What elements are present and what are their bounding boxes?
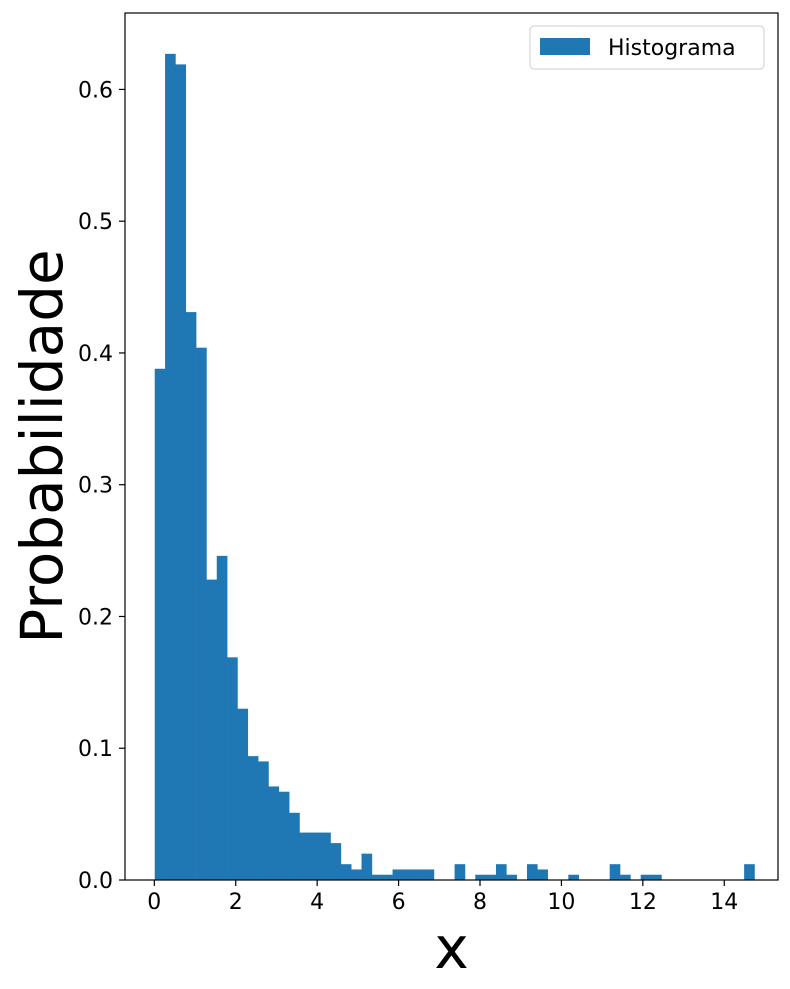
y-tick-label: 0.6 [78,78,113,103]
legend-box [529,25,765,70]
histogram-bar [351,869,362,880]
histogram-bar [320,832,331,880]
histogram-bar [309,832,321,880]
x-tick-label: 0 [147,890,161,915]
histogram-bar [568,874,579,880]
y-tick-label: 0.3 [78,474,113,499]
histogram-bar [175,64,187,880]
x-tick-label: 2 [229,890,243,915]
histogram-bar [495,864,507,880]
histogram-bar [361,853,373,880]
histogram-bar [227,657,238,880]
histogram-bar [640,874,652,880]
histogram-bar [340,864,352,880]
histogram-bar [402,869,414,880]
x-tick-label: 6 [392,890,406,915]
histogram-bar [651,874,662,880]
x-tick-label: 14 [710,890,738,915]
histogram-bar [423,869,435,880]
histogram-bar [620,874,631,880]
histogram-bar [237,708,249,880]
histogram-bar [258,761,269,880]
legend-label: Histograma [608,36,736,61]
histogram-bars [154,53,755,881]
x-tick-label: 8 [473,890,487,915]
x-tick-label: 4 [310,890,324,915]
histogram-bar [413,869,424,880]
histogram-bar [185,312,197,881]
x-tick-label: 10 [547,890,575,915]
histogram-bar [609,864,621,880]
legend: Histograma [529,25,765,70]
histogram-bar [268,786,280,880]
histogram-bar [165,53,176,881]
y-axis-ticks: 0.0 0.1 0.2 0.3 0.4 0.5 0.6 [78,78,125,894]
histogram-bar [485,874,497,880]
histogram-bar [330,843,342,880]
plot-frame [124,12,779,881]
x-tick-label: 12 [629,890,657,915]
y-axis-title: Probabilidade [8,249,76,643]
y-tick-label: 0.5 [78,210,113,235]
y-tick-label: 0.4 [78,342,113,367]
histogram-bar [154,368,166,880]
y-tick-label: 0.2 [78,605,113,630]
x-axis-ticks: 0 2 4 6 8 10 12 14 [147,880,738,915]
histogram-bar [382,874,393,880]
y-tick-label: 0.0 [78,869,113,894]
histogram-bar [196,347,207,880]
histogram-bar [526,864,538,880]
histogram-bar [744,864,755,880]
histogram-bar [299,832,311,880]
histogram-bar [475,874,486,880]
histogram-bar [206,579,218,880]
histogram-bar [216,555,228,880]
histogram-bar [278,791,290,880]
histogram-bar [371,874,383,880]
histogram-bar [289,812,300,880]
legend-swatch [540,38,590,55]
histogram-bar [454,864,466,880]
histogram-bar [247,756,259,880]
histogram-bar [537,869,548,880]
x-axis-title: x [434,914,468,982]
histogram-bar [392,869,404,880]
histogram-bar [506,874,517,880]
y-tick-label: 0.1 [78,737,113,762]
